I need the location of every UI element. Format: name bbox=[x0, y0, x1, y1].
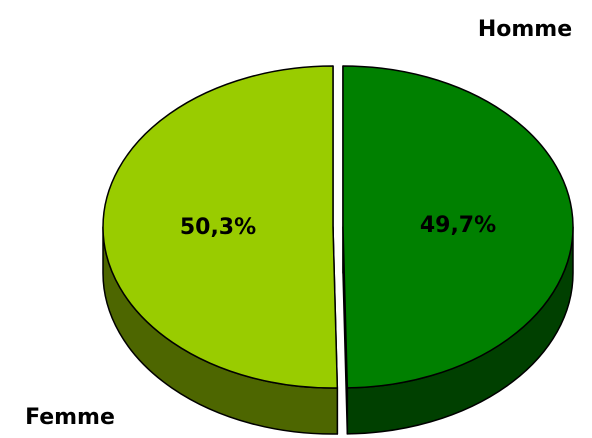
slice bbox=[342, 65, 574, 389]
legend-label: Femme bbox=[25, 405, 115, 430]
slice bbox=[102, 65, 339, 389]
data-label: 50,3% bbox=[180, 215, 256, 240]
legend-label: Homme bbox=[478, 17, 572, 42]
data-label: 49,7% bbox=[420, 213, 496, 238]
